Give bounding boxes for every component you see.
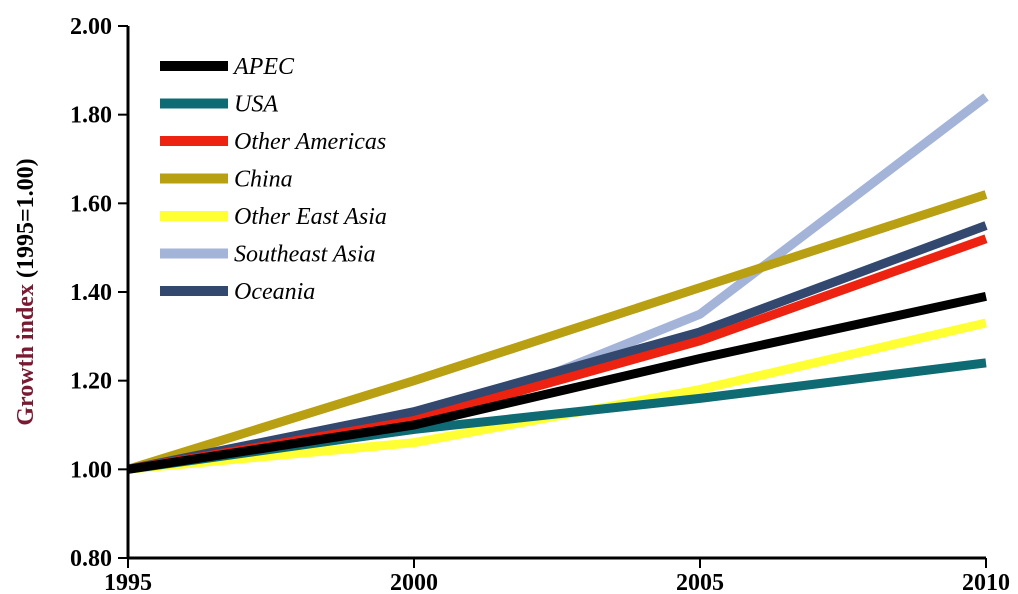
legend-label: Other Americas	[234, 129, 386, 155]
legend-label: USA	[234, 92, 278, 118]
y-tick-label: 1.80	[70, 103, 112, 129]
y-tick-label: 2.00	[70, 14, 112, 40]
ticks-layer: 0.80 1.00 1.20 1.40 1.60 1.80 2.00 1995 2000 2005…	[70, 14, 1010, 594]
legend-label: APEC	[232, 54, 295, 80]
y-tick-label: 1.60	[70, 191, 112, 217]
legend-label: China	[234, 167, 293, 193]
legend-label: Southeast Asia	[234, 242, 376, 268]
legend-label: Other East Asia	[234, 204, 387, 230]
y-tick-label: 1.40	[70, 280, 112, 306]
series-line-apec	[127, 292, 987, 474]
legend: APEC USA Other Americas China Other East Asi…	[160, 54, 387, 305]
x-tick-label: 1995	[104, 570, 152, 594]
y-axis-label-sub: (1995=1.00)	[13, 158, 39, 284]
y-axis-label: Growth index (1995=1.00)	[13, 158, 39, 425]
series-line-china	[126, 190, 988, 474]
x-tick-label: 2000	[390, 570, 438, 594]
y-tick-label: 1.00	[70, 457, 112, 483]
legend-label: Oceania	[234, 279, 315, 305]
series-layer	[126, 93, 989, 474]
x-tick-label: 2010	[962, 570, 1010, 594]
x-tick-label: 2005	[676, 570, 724, 594]
y-tick-label: 0.80	[70, 546, 112, 572]
y-tick-label: 1.20	[70, 369, 112, 395]
y-axis-label-main: Growth index	[13, 284, 39, 426]
